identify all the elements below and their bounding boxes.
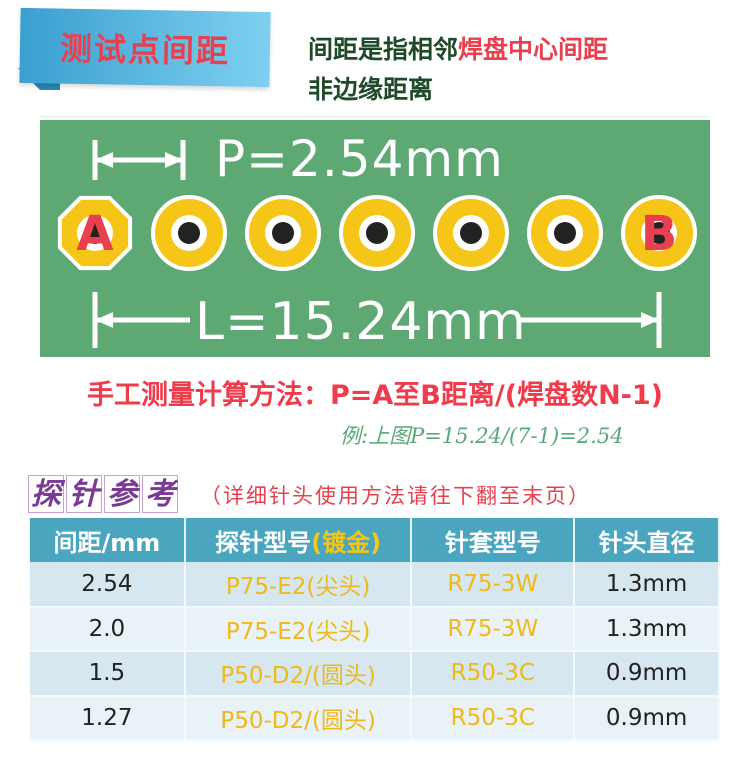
pad-hole: [460, 222, 482, 244]
cell-pitch: 2.0: [30, 606, 186, 652]
description: 间距是指相邻焊盘中心间距 非边缘距离: [308, 30, 608, 110]
pad-hole: [648, 222, 670, 244]
cell-socket-model: R75-3W: [411, 562, 576, 608]
pitch-label: P=2.54mm: [215, 130, 504, 188]
reference-title-char: 参: [104, 475, 140, 513]
cell-tip-diameter: 1.3mm: [574, 562, 720, 608]
cell-socket-model: R75-3W: [411, 606, 576, 652]
banner-title: 测试点间距: [59, 29, 231, 70]
pad-hole: [178, 222, 200, 244]
cell-socket-model: R50-3C: [411, 651, 576, 697]
header-pitch: 间距/mm: [30, 518, 186, 562]
reference-title-char: 考: [142, 475, 178, 513]
title-banner: 测试点间距: [19, 7, 271, 88]
header-socket-model: 针套型号: [411, 518, 576, 562]
description-highlight: 焊盘中心间距: [458, 35, 609, 64]
cell-pitch: 1.27: [30, 695, 186, 741]
pad-b-label: B: [641, 206, 678, 262]
cell-probe-model: P75-E2(尖头): [184, 606, 413, 652]
length-arrowhead: [641, 312, 659, 328]
table-header-row: 间距/mm 探针型号(镀金) 针套型号 针头直径: [30, 518, 720, 562]
divider: [40, 116, 710, 117]
table-row: 2.0 P75-E2(尖头) R75-3W 1.3mm: [30, 606, 720, 652]
length-arrowhead: [95, 312, 113, 328]
reference-note: （详细针头使用方法请往下翻至末页）: [200, 484, 591, 508]
cell-pitch: 2.54: [30, 562, 186, 608]
cell-tip-diameter: 1.3mm: [574, 606, 720, 652]
cell-socket-model: R50-3C: [411, 695, 576, 741]
probe-table: 间距/mm 探针型号(镀金) 针套型号 针头直径 2.54 P75-E2(尖头) R…: [30, 518, 720, 741]
reference-title-char: 探: [28, 475, 64, 513]
reference-title: 探 针 参 考: [28, 475, 180, 513]
cell-tip-diameter: 0.9mm: [574, 695, 720, 741]
header-gold-plated: (镀金): [311, 528, 382, 557]
pad-a-label: A: [76, 206, 113, 262]
description-line1: 间距是指相邻: [308, 35, 459, 64]
table-row: 2.54 P75-E2(尖头) R75-3W 1.3mm: [30, 562, 720, 608]
pad-hole: [366, 222, 388, 244]
reference-title-char: 针: [66, 475, 102, 513]
table-row: 1.5 P50-D2/(圆头) R50-3C 0.9mm: [30, 651, 720, 697]
pad-hole: [84, 222, 106, 244]
pad-hole: [272, 222, 294, 244]
cell-pitch: 1.5: [30, 651, 186, 697]
header-tip-diameter: 针头直径: [574, 518, 720, 562]
description-line2: 非边缘距离: [308, 75, 434, 104]
formula-text: 手工测量计算方法：P=A至B距离/(焊盘数N-1): [86, 380, 664, 411]
cell-probe-model: P50-D2/(圆头): [184, 651, 413, 697]
header-probe-model-label: 探针型号: [215, 528, 312, 557]
example-text: 例:上图P=15.24/(7-1)=2.54: [340, 424, 624, 448]
cell-tip-diameter: 0.9mm: [574, 651, 720, 697]
table-row: 1.27 P50-D2/(圆头) R50-3C 0.9mm: [30, 695, 720, 741]
cell-probe-model: P75-E2(尖头): [184, 562, 413, 608]
length-label: L=15.24mm: [195, 292, 527, 352]
pitch-arrow-arrowhead: [95, 152, 113, 168]
pad-hole: [554, 222, 576, 244]
header-probe-model: 探针型号(镀金): [184, 518, 413, 562]
cell-probe-model: P50-D2/(圆头): [184, 695, 413, 741]
pitch-arrow-arrowhead: [165, 152, 183, 168]
